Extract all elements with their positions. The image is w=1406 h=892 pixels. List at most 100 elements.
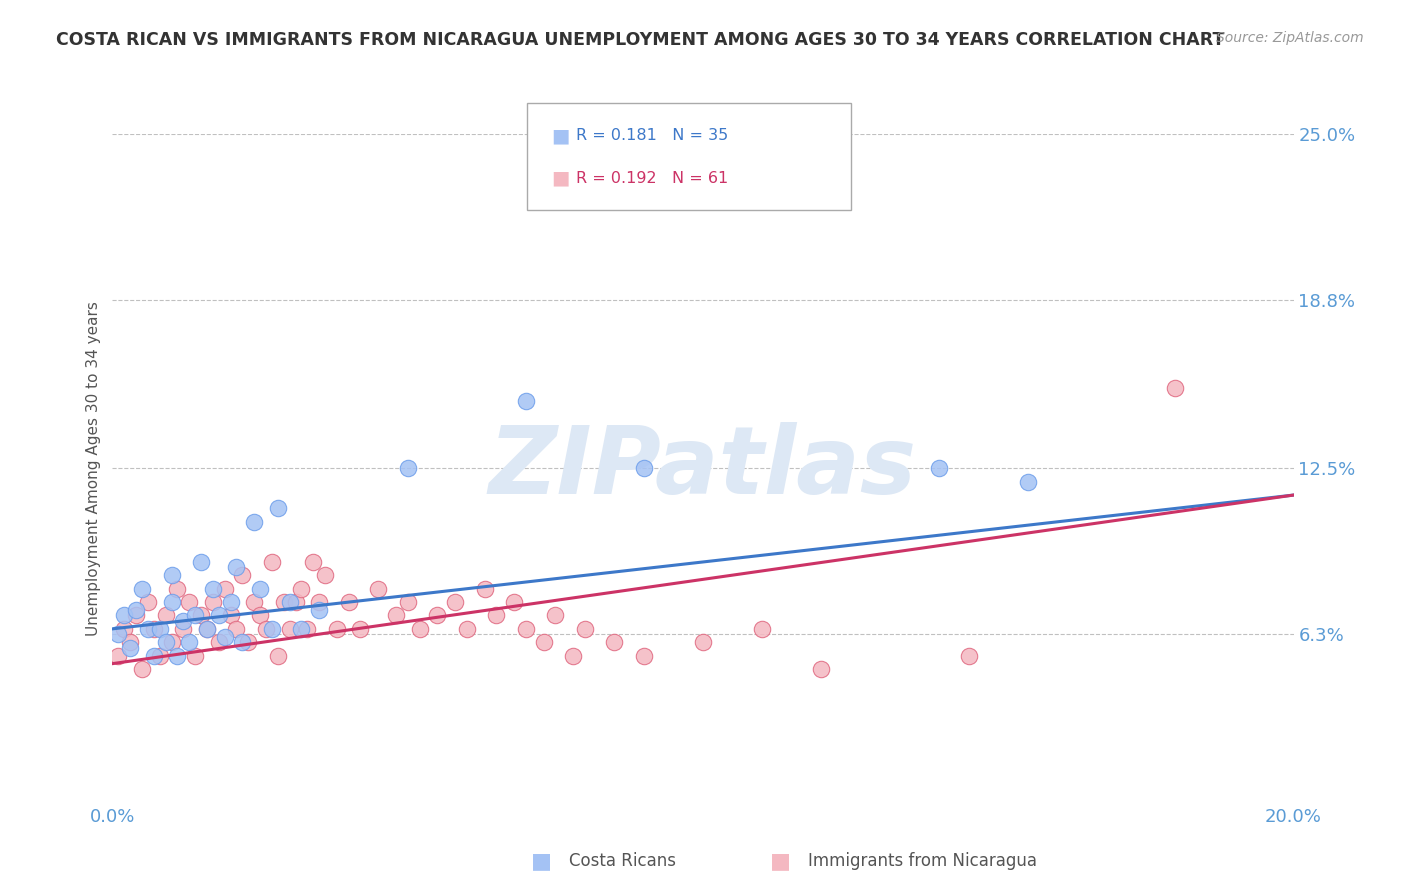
Point xyxy=(184,608,207,623)
Y-axis label: Unemployment Among Ages 30 to 34 years: Unemployment Among Ages 30 to 34 years xyxy=(86,301,101,636)
Point xyxy=(131,582,153,596)
Point xyxy=(243,595,266,609)
Point xyxy=(290,622,312,636)
Point xyxy=(112,608,135,623)
Text: R = 0.192   N = 61: R = 0.192 N = 61 xyxy=(576,171,728,186)
Point xyxy=(284,595,307,609)
Point xyxy=(456,622,478,636)
Point xyxy=(166,582,188,596)
Point xyxy=(120,635,142,649)
Point xyxy=(544,608,567,623)
Point xyxy=(107,648,129,663)
Point xyxy=(515,622,537,636)
Point xyxy=(297,622,319,636)
Point xyxy=(225,560,247,574)
Point xyxy=(254,622,277,636)
Point xyxy=(278,622,301,636)
Point xyxy=(195,622,218,636)
Point xyxy=(349,622,371,636)
Text: Costa Ricans: Costa Ricans xyxy=(569,852,676,870)
Point xyxy=(515,394,537,409)
Point xyxy=(260,622,283,636)
Point xyxy=(278,595,301,609)
Point xyxy=(444,595,467,609)
Point xyxy=(692,635,714,649)
Point xyxy=(172,614,194,628)
Point xyxy=(219,608,242,623)
Point xyxy=(810,662,832,676)
Point xyxy=(179,635,201,649)
Point xyxy=(219,595,242,609)
Point xyxy=(155,608,177,623)
Point xyxy=(314,568,336,582)
Point xyxy=(290,582,312,596)
Text: ■: ■ xyxy=(770,851,790,871)
Point xyxy=(267,648,290,663)
Text: COSTA RICAN VS IMMIGRANTS FROM NICARAGUA UNEMPLOYMENT AMONG AGES 30 TO 34 YEARS : COSTA RICAN VS IMMIGRANTS FROM NICARAGUA… xyxy=(56,31,1225,49)
Text: ■: ■ xyxy=(551,126,569,145)
Point xyxy=(367,582,389,596)
Point xyxy=(166,648,188,663)
Text: R = 0.181   N = 35: R = 0.181 N = 35 xyxy=(576,128,728,143)
Point xyxy=(184,648,207,663)
Point xyxy=(503,595,526,609)
Point xyxy=(302,555,325,569)
Point xyxy=(214,582,236,596)
Point xyxy=(112,622,135,636)
Point xyxy=(308,603,330,617)
Text: ■: ■ xyxy=(551,169,569,188)
Point xyxy=(574,622,596,636)
Point xyxy=(337,595,360,609)
Point xyxy=(149,622,172,636)
Point xyxy=(633,648,655,663)
Point xyxy=(142,622,165,636)
Point xyxy=(751,622,773,636)
Point xyxy=(260,555,283,569)
Point xyxy=(1017,475,1039,489)
Point xyxy=(231,635,253,649)
Point xyxy=(633,461,655,475)
Point xyxy=(485,608,508,623)
Point xyxy=(243,515,266,529)
Point xyxy=(201,595,224,609)
Point xyxy=(238,635,260,649)
Point xyxy=(107,627,129,641)
Point xyxy=(225,622,247,636)
Point xyxy=(160,568,183,582)
Point xyxy=(201,582,224,596)
Point xyxy=(249,608,271,623)
Text: ZIPatlas: ZIPatlas xyxy=(489,422,917,515)
Point xyxy=(136,595,159,609)
Point xyxy=(396,595,419,609)
Point xyxy=(155,635,177,649)
Point xyxy=(603,635,626,649)
Point xyxy=(136,622,159,636)
Text: Immigrants from Nicaragua: Immigrants from Nicaragua xyxy=(808,852,1038,870)
Point xyxy=(195,622,218,636)
Point xyxy=(326,622,349,636)
Point xyxy=(160,635,183,649)
Point xyxy=(149,648,172,663)
Point xyxy=(273,595,295,609)
Point xyxy=(396,461,419,475)
Point xyxy=(120,640,142,655)
Point xyxy=(533,635,555,649)
Point xyxy=(190,555,212,569)
Point xyxy=(249,582,271,596)
Point xyxy=(408,622,430,636)
Point xyxy=(160,595,183,609)
Text: Source: ZipAtlas.com: Source: ZipAtlas.com xyxy=(1216,31,1364,45)
Point xyxy=(208,635,231,649)
Point xyxy=(267,501,290,516)
Point xyxy=(385,608,408,623)
Point xyxy=(142,648,165,663)
Point xyxy=(125,603,148,617)
Point xyxy=(426,608,449,623)
Point xyxy=(957,648,980,663)
Point xyxy=(1164,381,1187,395)
Point xyxy=(190,608,212,623)
Point xyxy=(179,595,201,609)
Point xyxy=(231,568,253,582)
Point xyxy=(928,461,950,475)
Point xyxy=(208,608,231,623)
